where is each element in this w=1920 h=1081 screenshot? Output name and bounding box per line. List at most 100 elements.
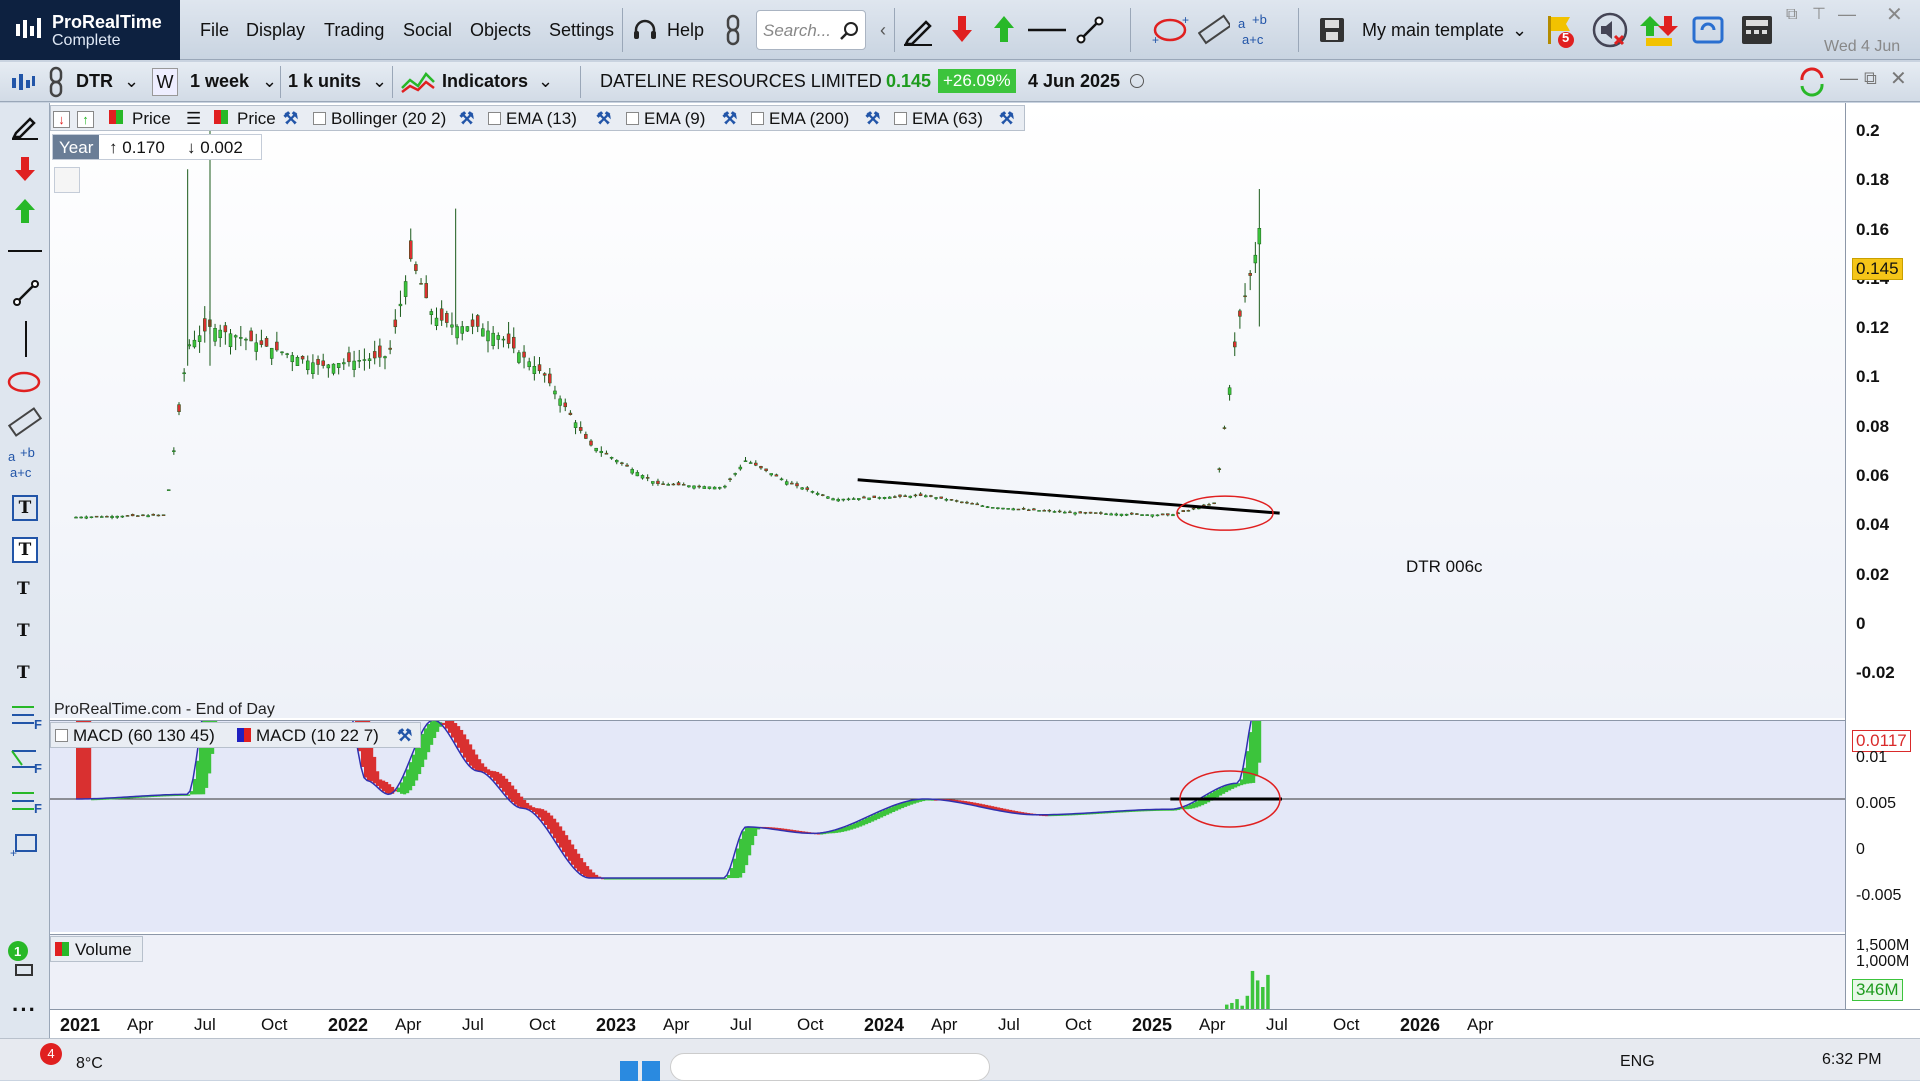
- pencil-tool-icon[interactable]: [902, 14, 936, 46]
- calculator-small-icon[interactable]: [54, 167, 80, 193]
- text-style-b-icon[interactable]: T: [17, 621, 30, 641]
- legend-item-macd-60[interactable]: MACD (60 130 45): [55, 726, 215, 746]
- clock-time[interactable]: 6:32 PM: [1822, 1051, 1882, 1068]
- macd-panel[interactable]: [50, 720, 1845, 932]
- ellipse-tool-icon[interactable]: ++: [1152, 14, 1190, 46]
- legend-item-ema9[interactable]: EMA (9): [626, 109, 705, 129]
- wrench-icon[interactable]: ⚒: [397, 726, 413, 745]
- segment-tool-icon[interactable]: [1076, 16, 1104, 44]
- period-button[interactable]: W: [152, 68, 178, 96]
- legend-item-macd-10[interactable]: MACD (10 22 7): [237, 726, 379, 746]
- chevron-down-icon[interactable]: ⌄: [372, 71, 388, 91]
- refresh-window-icon[interactable]: [1690, 12, 1726, 48]
- buy-arrow-icon[interactable]: [992, 14, 1016, 44]
- restore-chart-icon[interactable]: ⧉: [1864, 68, 1877, 88]
- menu-file[interactable]: File: [200, 20, 230, 40]
- search-input[interactable]: Search...: [756, 10, 866, 50]
- indicators-button[interactable]: Indicators: [442, 71, 529, 91]
- vertical-line-tool-icon[interactable]: [24, 321, 28, 357]
- trading-arrows-icon[interactable]: [1640, 12, 1678, 48]
- minimize-icon[interactable]: —: [1838, 4, 1856, 24]
- wrench-icon[interactable]: ⚒: [722, 109, 738, 128]
- alerts-flag-icon[interactable]: [1544, 14, 1576, 48]
- buy-arrow-icon[interactable]: [14, 197, 36, 225]
- ticker-selector[interactable]: DTR: [76, 71, 113, 91]
- chevron-down-icon[interactable]: ⌄: [1512, 20, 1528, 40]
- units-selector[interactable]: 1 k units: [288, 71, 362, 91]
- fibonacci-levels-icon[interactable]: F: [8, 787, 44, 815]
- windows-start-icon[interactable]: [620, 1061, 660, 1081]
- x-axis[interactable]: 2021 Apr Jul Oct 2022 Apr Jul Oct 2023 Apr Jul Oct 2…: [50, 1009, 1920, 1038]
- sell-arrow-icon[interactable]: ↓: [53, 109, 70, 129]
- timeframe-selector[interactable]: 1 week: [190, 71, 250, 91]
- template-selector[interactable]: My main template: [1362, 20, 1505, 40]
- legend-item-bollinger[interactable]: Bollinger (20 2): [313, 109, 446, 129]
- legend-price-label[interactable]: Price: [132, 109, 171, 128]
- wrench-icon[interactable]: ⚒: [596, 109, 612, 128]
- menu-display[interactable]: Display: [246, 20, 306, 40]
- link-icon[interactable]: [46, 66, 66, 98]
- volume-chart[interactable]: [50, 935, 1845, 1010]
- taskbar-search-box[interactable]: [670, 1053, 990, 1081]
- range-period[interactable]: Year: [53, 135, 100, 159]
- sync-arrows-icon[interactable]: [1796, 66, 1828, 98]
- fibonacci-tool-icon[interactable]: a +b a+c: [1238, 12, 1274, 48]
- wrench-icon[interactable]: ⚒: [283, 109, 299, 128]
- indicators-icon[interactable]: [400, 68, 436, 96]
- chevron-down-icon[interactable]: ⌄: [124, 71, 140, 91]
- price-panel[interactable]: [50, 103, 1845, 718]
- volume-panel[interactable]: [50, 934, 1845, 1009]
- close-chart-icon[interactable]: ✕: [1890, 68, 1907, 90]
- menu-social[interactable]: Social: [403, 20, 453, 40]
- legend-item-price[interactable]: Price: [237, 109, 276, 128]
- pin-icon[interactable]: ⊤: [1812, 6, 1826, 23]
- ruler-tool-icon[interactable]: [1198, 14, 1230, 46]
- chart-annotation[interactable]: DTR 006c: [1406, 557, 1483, 576]
- chart-type-icon[interactable]: [10, 70, 36, 94]
- text-box-tool-icon[interactable]: T: [12, 537, 38, 563]
- magnet-notification-icon[interactable]: 1: [6, 939, 46, 979]
- ruler-tool-icon[interactable]: [8, 405, 42, 439]
- list-icon[interactable]: ☰: [186, 109, 202, 128]
- menu-trading[interactable]: Trading: [324, 20, 385, 40]
- text-style-a-icon[interactable]: T: [17, 579, 30, 599]
- menu-settings[interactable]: Settings: [549, 20, 615, 40]
- fibonacci-retracement-icon[interactable]: F: [8, 745, 44, 773]
- fibonacci-tool-icon[interactable]: a +b a+c: [6, 445, 44, 481]
- y-axis[interactable]: 0.2 0.18 0.16 0.14 0.12 0.1 0.08 0.06 0.…: [1845, 103, 1920, 1009]
- text-style-c-icon[interactable]: T: [17, 663, 30, 683]
- chevron-down-icon[interactable]: ⌄: [262, 71, 278, 91]
- window-restore-icon[interactable]: ⧉: [1786, 6, 1798, 23]
- link-icon[interactable]: [722, 14, 744, 46]
- close-icon[interactable]: ✕: [1886, 4, 1903, 26]
- chevron-down-icon[interactable]: ⌄: [538, 71, 554, 91]
- wrench-icon[interactable]: ⚒: [459, 109, 475, 128]
- price-chart[interactable]: [50, 103, 1845, 718]
- buy-arrow-icon[interactable]: ↑: [77, 109, 94, 129]
- legend-item-ema63[interactable]: EMA (63): [894, 109, 983, 129]
- horizontal-line-tool-icon[interactable]: [8, 249, 42, 253]
- language-indicator[interactable]: ENG: [1620, 1053, 1655, 1070]
- minimize-chart-icon[interactable]: —: [1840, 68, 1858, 88]
- wrench-icon[interactable]: ⚒: [865, 109, 881, 128]
- calculator-icon[interactable]: [1740, 14, 1774, 46]
- macd-chart[interactable]: [50, 721, 1845, 933]
- sell-arrow-icon[interactable]: [14, 155, 36, 183]
- legend-item-volume[interactable]: Volume: [55, 940, 132, 960]
- fibonacci-fan-icon[interactable]: F: [8, 703, 44, 731]
- help-menu[interactable]: Help: [667, 20, 705, 40]
- more-tools-icon[interactable]: ···: [12, 997, 37, 1022]
- legend-item-ema200[interactable]: EMA (200): [751, 109, 849, 129]
- legend-item-ema13[interactable]: EMA (13): [488, 109, 577, 129]
- segment-tool-icon[interactable]: [12, 279, 40, 307]
- text-tool-icon[interactable]: T: [12, 495, 38, 521]
- horizontal-line-tool-icon[interactable]: [1028, 28, 1066, 32]
- menu-objects[interactable]: Objects: [470, 20, 532, 40]
- sound-off-icon[interactable]: [1592, 12, 1628, 48]
- save-template-icon[interactable]: [1318, 16, 1346, 44]
- brand-block[interactable]: ProRealTime Complete: [0, 0, 180, 60]
- sell-arrow-icon[interactable]: [950, 14, 974, 44]
- rectangle-tool-icon[interactable]: +: [10, 829, 40, 857]
- wrench-icon[interactable]: ⚒: [999, 109, 1015, 128]
- weather-temp[interactable]: 8°C: [76, 1055, 103, 1072]
